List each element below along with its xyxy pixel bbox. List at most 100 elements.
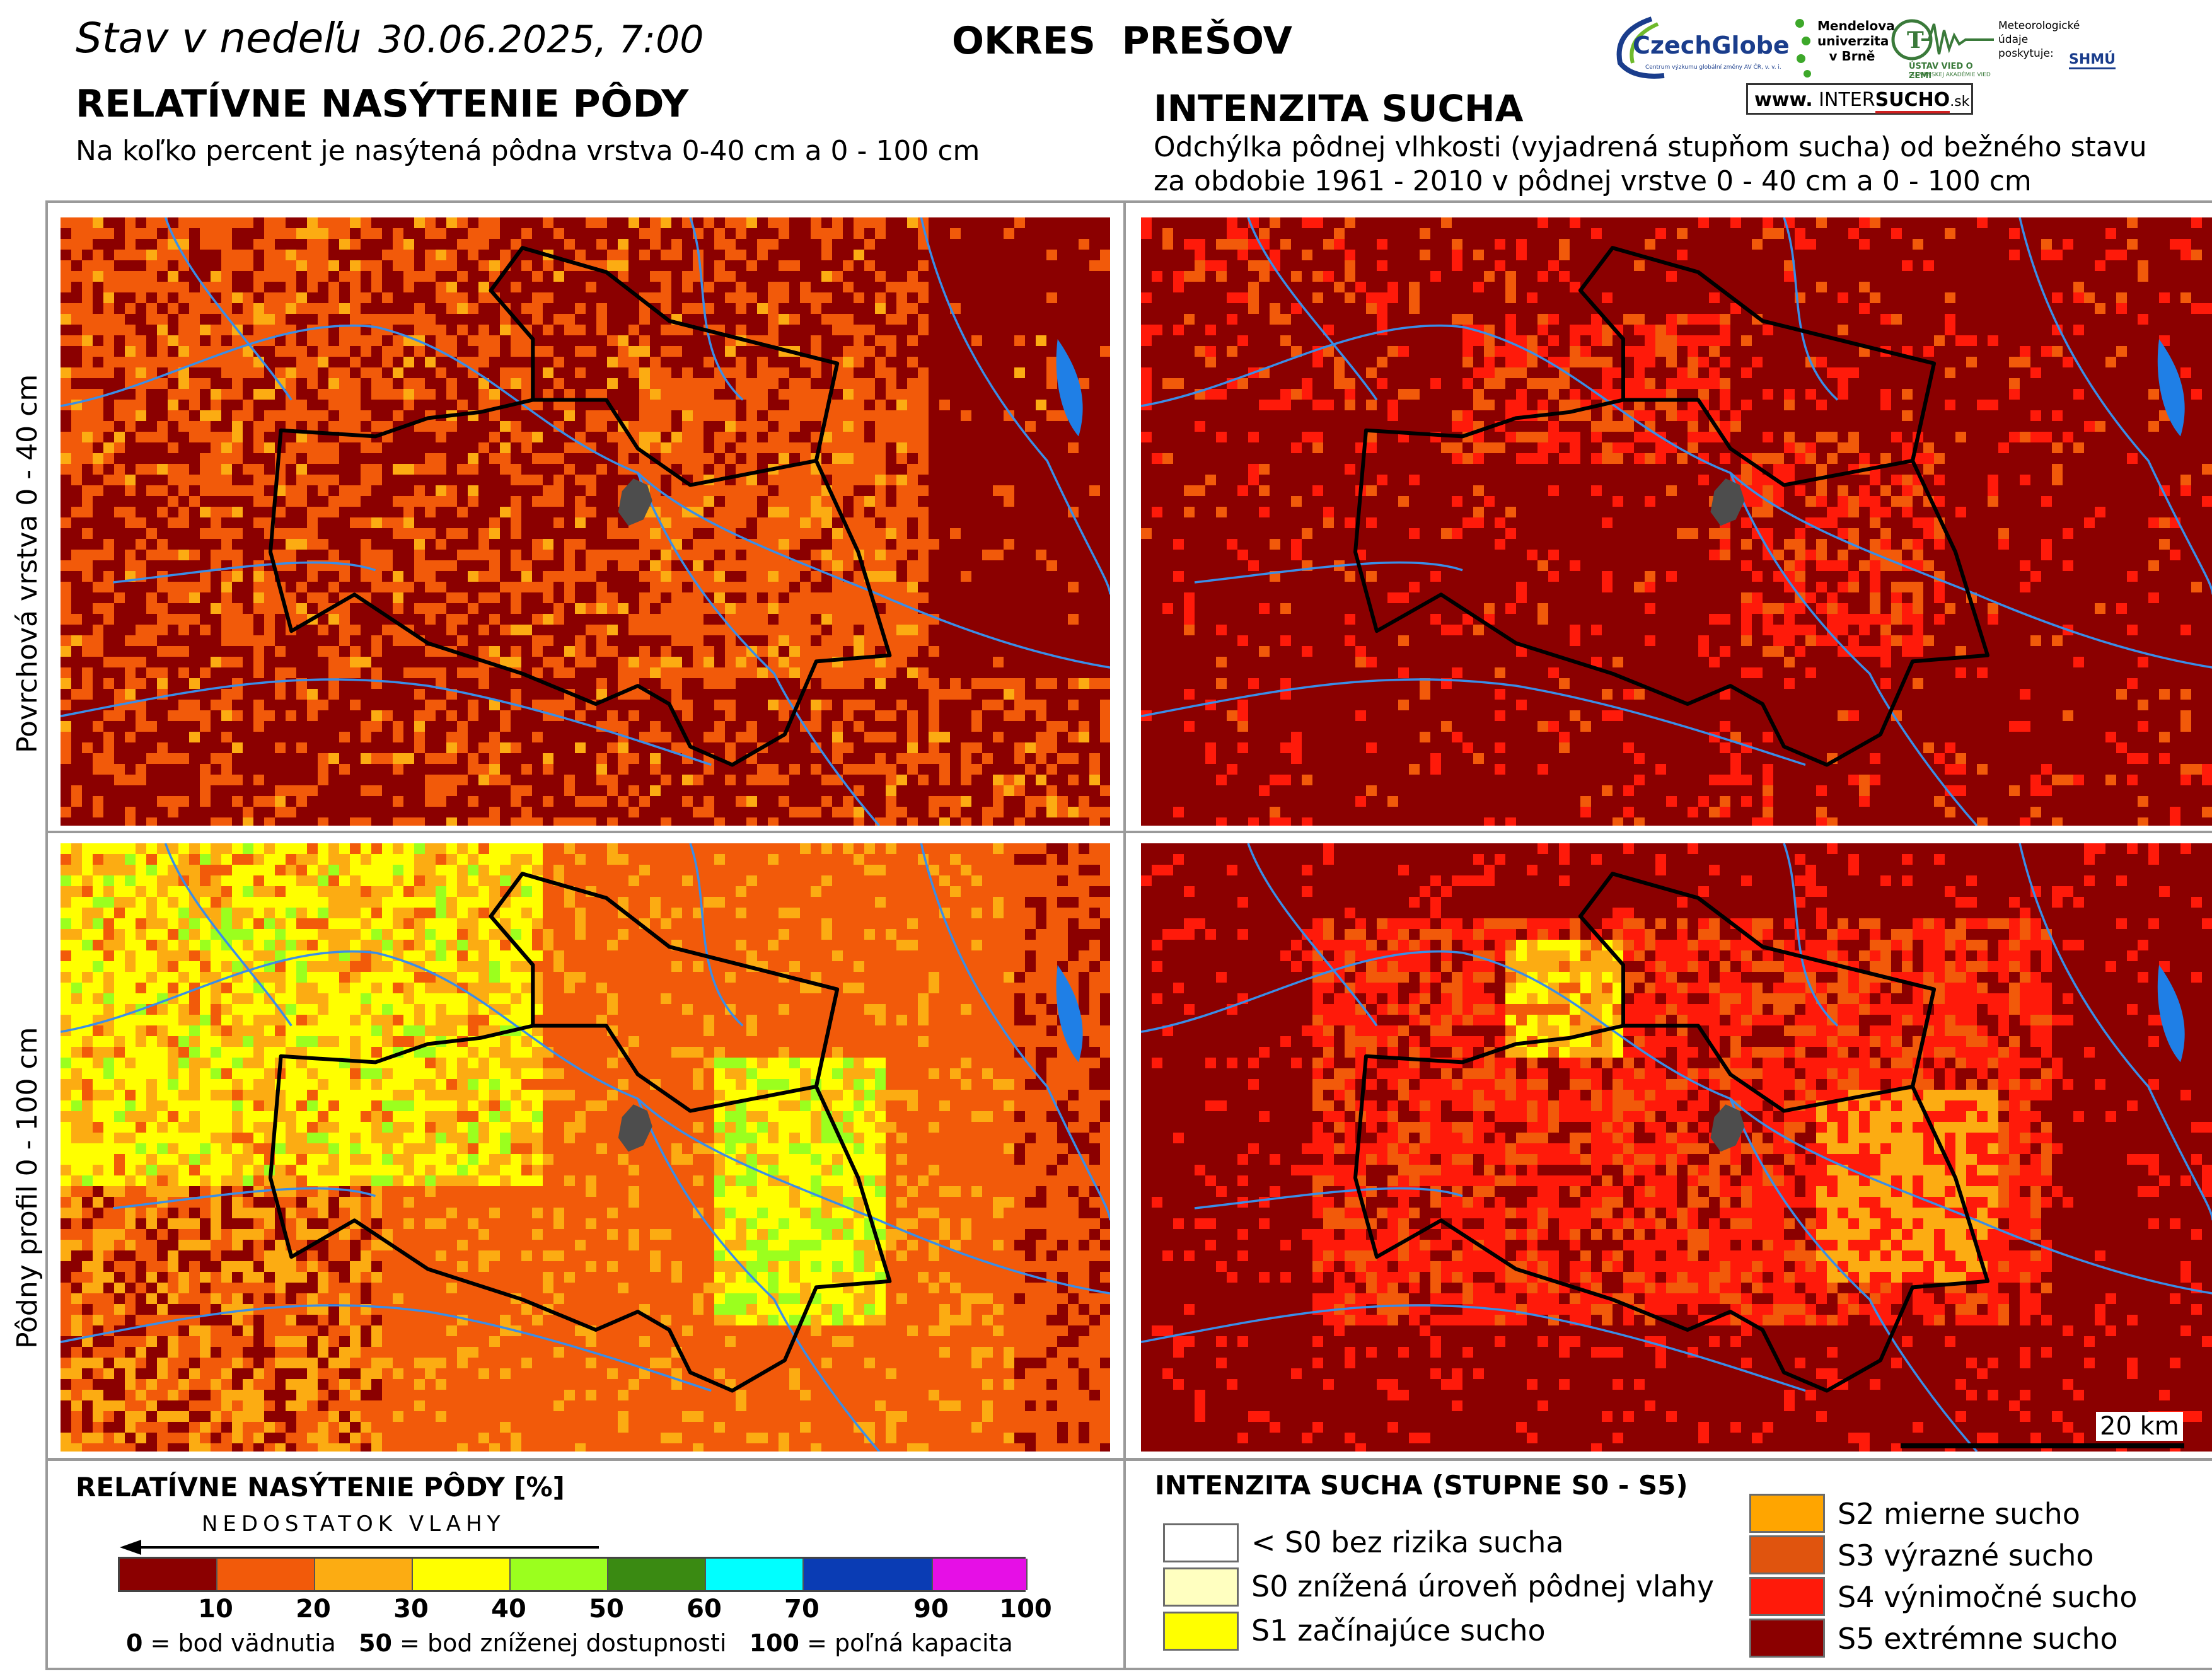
raster-cell: [1216, 260, 1227, 271]
raster-cell: [1945, 292, 1955, 303]
czechglobe-name: CzechGlobe: [1633, 32, 1790, 59]
raster-cell: [1068, 582, 1079, 592]
raster-cell: [1068, 614, 1079, 625]
raster-cell: [211, 961, 221, 972]
raster-cell: [907, 475, 918, 485]
raster-cell: [1280, 742, 1291, 753]
raster-cell: [746, 378, 757, 389]
raster-cell: [1216, 678, 1227, 689]
raster-cell: [243, 865, 253, 875]
raster-cell: [1709, 346, 1720, 357]
raster-cell: [2159, 732, 2170, 742]
raster-cell: [618, 983, 628, 993]
raster-cell: [189, 325, 200, 335]
raster-cell: [1848, 582, 1859, 592]
raster-cell: [61, 517, 71, 528]
raster-cell: [821, 550, 832, 560]
raster-cell: [725, 346, 736, 357]
raster-cell: [489, 950, 500, 961]
raster-cell: [725, 940, 736, 950]
raster-cell: [1709, 528, 1720, 539]
raster-cell: [1184, 271, 1195, 282]
raster-cell: [61, 897, 71, 908]
raster-cell: [511, 742, 521, 753]
raster-cell: [896, 940, 907, 950]
raster-cell: [350, 908, 361, 918]
raster-cell: [275, 742, 286, 753]
raster-cell: [1752, 571, 1763, 582]
raster-cell: [489, 700, 500, 710]
raster-cell: [704, 303, 714, 314]
raster-cell: [232, 908, 243, 918]
raster-cell: [682, 367, 693, 378]
raster-cell: [2041, 239, 2052, 250]
raster-cell: [2009, 228, 2020, 239]
raster-cell: [339, 325, 350, 335]
raster-cell: [189, 897, 200, 908]
raster-cell: [832, 592, 843, 603]
raster-cell: [114, 282, 125, 292]
raster-cell: [1741, 625, 1752, 635]
raster-cell: [446, 614, 457, 625]
raster-cell: [189, 732, 200, 742]
raster-cell: [746, 657, 757, 667]
raster-cell: [543, 217, 553, 228]
raster-cell: [843, 325, 854, 335]
raster-cell: [757, 357, 768, 367]
raster-cell: [693, 918, 704, 929]
raster-cell: [789, 410, 800, 421]
raster-cell: [1014, 775, 1025, 785]
raster-cell: [457, 908, 468, 918]
raster-cell: [221, 689, 232, 700]
raster-cell: [1280, 389, 1291, 400]
raster-cell: [746, 389, 757, 400]
raster-cell: [211, 560, 221, 571]
raster-cell: [671, 635, 682, 646]
raster-cell: [1089, 485, 1100, 496]
raster-cell: [371, 886, 382, 897]
raster-cell: [704, 571, 714, 582]
raster-cell: [350, 485, 361, 496]
raster-cell: [243, 635, 253, 646]
raster-cell: [2170, 550, 2180, 560]
raster-cell: [446, 950, 457, 961]
raster-cell: [103, 475, 114, 485]
raster-cell: [478, 325, 489, 335]
raster-cell: [232, 603, 243, 614]
raster-cell: [200, 228, 211, 239]
raster-cell: [1677, 367, 1688, 378]
raster-cell: [1805, 239, 1816, 250]
raster-cell: [639, 528, 650, 539]
raster-cell: [961, 571, 971, 582]
raster-cell: [736, 582, 746, 592]
raster-cell: [768, 983, 779, 993]
raster-cell: [211, 442, 221, 453]
raster-cell: [586, 282, 596, 292]
raster-cell: [639, 389, 650, 400]
raster-cell: [1036, 742, 1046, 753]
raster-cell: [832, 950, 843, 961]
raster-cell: [318, 817, 328, 826]
raster-cell: [575, 865, 586, 875]
raster-cell: [1484, 367, 1495, 378]
raster-cell: [221, 854, 232, 865]
raster-cell: [136, 410, 146, 421]
raster-cell: [896, 292, 907, 303]
raster-cell: [821, 517, 832, 528]
raster-cell: [2180, 250, 2191, 260]
raster-cell: [371, 854, 382, 865]
raster-cell: [918, 865, 929, 875]
raster-cell: [500, 775, 511, 785]
raster-cell: [489, 843, 500, 854]
raster-cell: [146, 843, 157, 854]
raster-cell: [1666, 410, 1677, 421]
raster-cell: [1730, 753, 1741, 764]
raster-cell: [403, 817, 414, 826]
raster-cell: [1302, 217, 1312, 228]
raster-cell: [896, 485, 907, 496]
raster-cell: [136, 908, 146, 918]
raster-cell: [1227, 539, 1237, 550]
raster-cell: [714, 732, 725, 742]
raster-cell: [1891, 314, 1902, 325]
raster-cell: [1046, 865, 1057, 875]
